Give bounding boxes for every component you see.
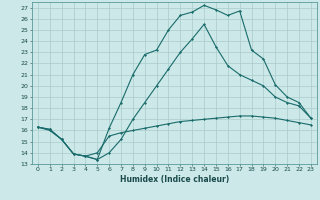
X-axis label: Humidex (Indice chaleur): Humidex (Indice chaleur) (120, 175, 229, 184)
